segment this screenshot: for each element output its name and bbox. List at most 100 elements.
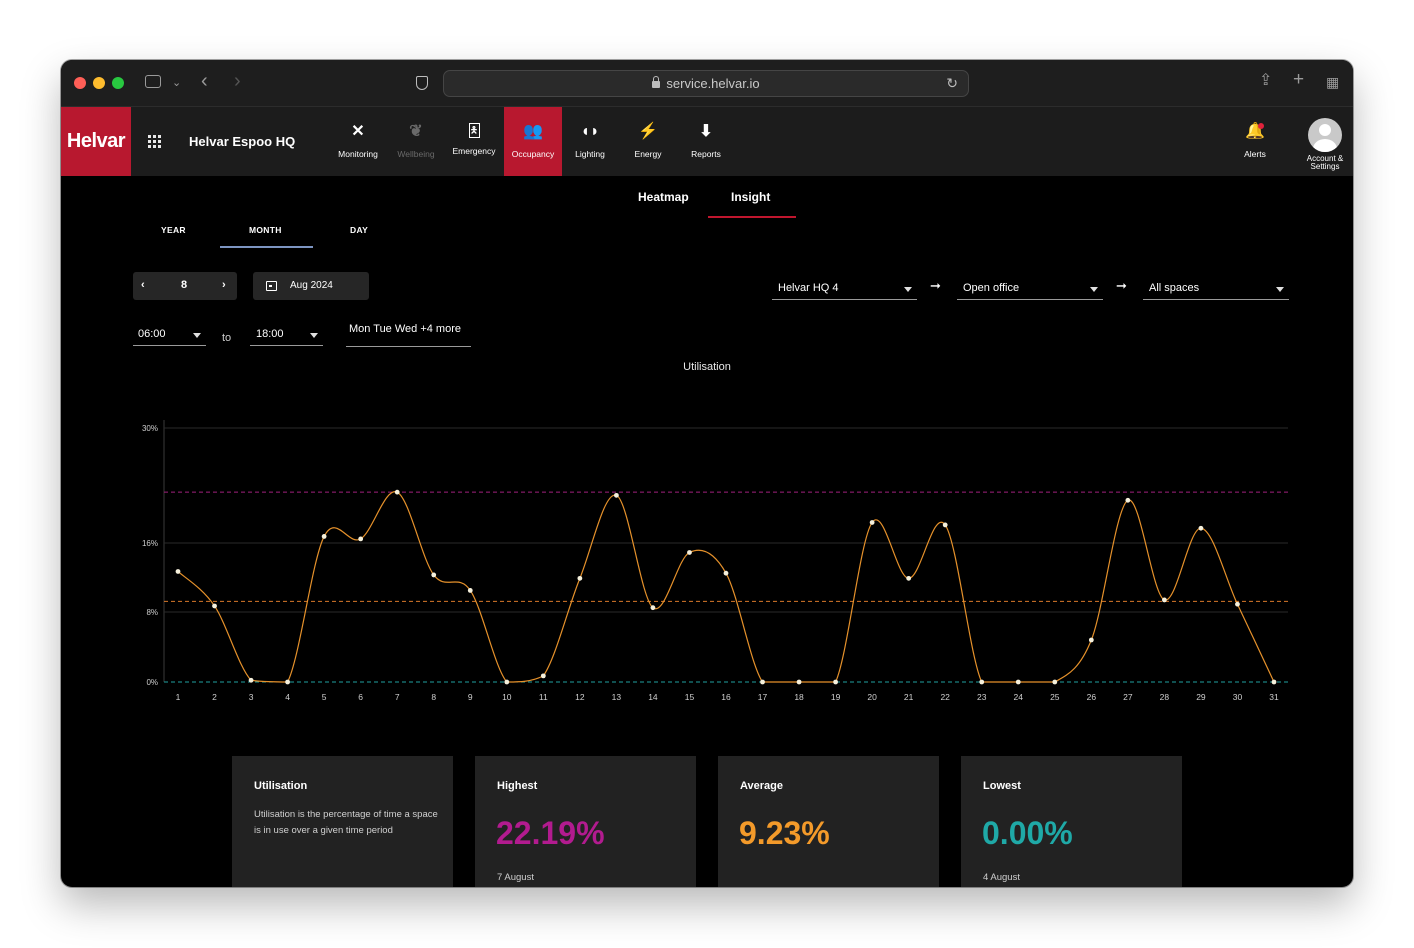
new-tab-icon[interactable]: + bbox=[1293, 69, 1305, 90]
tab-overview-icon[interactable]: ▦ bbox=[1326, 74, 1340, 90]
period-month[interactable]: MONTH bbox=[249, 225, 282, 235]
card-title: Average bbox=[740, 780, 784, 792]
lock-icon bbox=[652, 76, 661, 88]
tab-heatmap[interactable]: Heatmap bbox=[638, 190, 689, 204]
nav-reports[interactable]: ⬇ Reports bbox=[677, 107, 735, 176]
date-picker[interactable]: Aug 2024 bbox=[253, 272, 369, 300]
nav-emergency[interactable]: 🯅 Emergency bbox=[445, 107, 503, 176]
helvar-logo[interactable]: Helvar bbox=[61, 107, 131, 176]
x-tick-label: 20 bbox=[867, 692, 877, 702]
data-point bbox=[1271, 679, 1277, 685]
x-tick-label: 10 bbox=[502, 692, 512, 702]
zoom-window-button[interactable] bbox=[112, 77, 124, 89]
area-select[interactable]: Open office bbox=[957, 278, 1103, 300]
nav-alerts[interactable]: 🔔 Alerts bbox=[1226, 107, 1284, 176]
nav-wellbeing[interactable]: ❦ Wellbeing bbox=[387, 107, 445, 176]
data-point bbox=[358, 536, 364, 542]
nav-label: Alerts bbox=[1244, 149, 1266, 159]
caret-down-icon bbox=[310, 333, 318, 338]
x-tick-label: 29 bbox=[1196, 692, 1206, 702]
data-point bbox=[979, 679, 985, 685]
nav-label: Emergency bbox=[452, 146, 496, 156]
minimize-window-button[interactable] bbox=[93, 77, 105, 89]
reload-icon[interactable]: ↻ bbox=[946, 75, 958, 91]
month-value: 8 bbox=[181, 279, 188, 291]
nav-monitoring[interactable]: ✕ Monitoring bbox=[329, 107, 387, 176]
x-tick-label: 22 bbox=[940, 692, 950, 702]
x-tick-label: 9 bbox=[468, 692, 473, 702]
tab-insight[interactable]: Insight bbox=[731, 190, 771, 204]
next-month-button[interactable]: › bbox=[222, 279, 226, 291]
site-name[interactable]: Helvar Espoo HQ bbox=[189, 134, 296, 149]
apps-grid-icon[interactable] bbox=[148, 135, 161, 148]
lowest-value: 0.00% bbox=[982, 815, 1073, 851]
spaces-select[interactable]: All spaces bbox=[1143, 278, 1289, 300]
browser-toolbar: ⌄ ‹ › service.helvar.io ↻ ⇪ + ▦ bbox=[61, 60, 1353, 107]
period-day[interactable]: DAY bbox=[350, 225, 369, 235]
data-point bbox=[906, 575, 912, 581]
card-description: Utilisation is the percentage of time a … bbox=[254, 809, 438, 836]
caret-down-icon bbox=[904, 287, 912, 292]
utilisation-chart: 0%8%16%30%1 2 3 4 5 6 7 8 9 10 11 12 13 14 15 16 17 18 19 2… bbox=[142, 420, 1288, 702]
x-tick-label: 7 bbox=[395, 692, 400, 702]
nav-occupancy[interactable]: 👥 Occupancy bbox=[504, 107, 562, 176]
nav-lighting[interactable]: ◖◗ Lighting bbox=[561, 107, 619, 176]
x-tick-label: 18 bbox=[794, 692, 804, 702]
month-stepper: ‹ 8 › bbox=[133, 272, 237, 300]
data-point bbox=[248, 677, 254, 683]
chart-title: Utilisation bbox=[683, 361, 731, 373]
forward-icon[interactable]: › bbox=[234, 70, 241, 92]
highest-value: 22.19% bbox=[496, 815, 605, 851]
area-value: Open office bbox=[963, 282, 1020, 294]
exit-icon: 🯅 bbox=[468, 123, 480, 138]
x-tick-label: 2 bbox=[212, 692, 217, 702]
building-value: Helvar HQ 4 bbox=[778, 282, 839, 294]
period-month-indicator bbox=[220, 246, 313, 248]
x-tick-label: 8 bbox=[431, 692, 436, 702]
lowest-card: Lowest 0.00% 4 August bbox=[961, 756, 1182, 887]
shield-icon[interactable] bbox=[416, 76, 428, 90]
download-icon: ⬇ bbox=[699, 123, 713, 140]
sidebar-icon[interactable] bbox=[145, 75, 161, 88]
data-point bbox=[175, 569, 181, 574]
address-bar[interactable]: service.helvar.io ↻ bbox=[443, 70, 969, 97]
days-value: Mon Tue Wed +4 more bbox=[349, 323, 461, 335]
days-select[interactable]: Mon Tue Wed +4 more bbox=[346, 318, 471, 347]
arrow-right-icon: ➞ bbox=[1116, 278, 1127, 293]
app-header: Helvar Helvar Espoo HQ ✕ Monitoring ❦ We… bbox=[61, 107, 1353, 176]
data-point bbox=[687, 550, 692, 555]
avatar[interactable] bbox=[1308, 118, 1342, 152]
start-time-value: 06:00 bbox=[138, 328, 166, 340]
data-point bbox=[1088, 637, 1094, 643]
building-select[interactable]: Helvar HQ 4 bbox=[772, 278, 917, 300]
chevron-down-icon[interactable]: ⌄ bbox=[172, 77, 182, 89]
nav-energy[interactable]: ⚡ Energy bbox=[619, 107, 677, 176]
x-tick-label: 6 bbox=[358, 692, 363, 702]
back-icon[interactable]: ‹ bbox=[201, 70, 208, 92]
caret-down-icon bbox=[193, 333, 201, 338]
to-label: to bbox=[222, 332, 232, 344]
spaces-value: All spaces bbox=[1149, 282, 1200, 294]
x-tick-label: 31 bbox=[1269, 692, 1279, 702]
url-text: service.helvar.io bbox=[666, 76, 760, 91]
data-point bbox=[431, 572, 437, 578]
x-tick-label: 12 bbox=[575, 692, 585, 702]
x-tick-label: 13 bbox=[612, 692, 622, 702]
period-year[interactable]: YEAR bbox=[161, 225, 186, 235]
share-icon[interactable]: ⇪ bbox=[1259, 72, 1273, 89]
end-time-select[interactable]: 18:00 bbox=[250, 324, 323, 346]
card-title: Highest bbox=[497, 780, 538, 792]
account-settings-label[interactable]: Account & Settings bbox=[1306, 154, 1344, 171]
average-card: Average 9.23% bbox=[718, 756, 939, 887]
lights-icon: ◖◗ bbox=[580, 123, 600, 140]
data-point bbox=[650, 605, 656, 611]
bell-icon: 🔔 bbox=[1245, 123, 1265, 140]
caret-down-icon bbox=[1276, 287, 1284, 292]
data-point bbox=[796, 679, 802, 685]
data-point bbox=[1052, 679, 1058, 685]
previous-month-button[interactable]: ‹ bbox=[141, 279, 145, 291]
start-time-select[interactable]: 06:00 bbox=[133, 324, 206, 346]
y-tick-label: 16% bbox=[142, 539, 158, 548]
x-tick-label: 1 bbox=[176, 692, 181, 702]
close-window-button[interactable] bbox=[74, 77, 86, 89]
